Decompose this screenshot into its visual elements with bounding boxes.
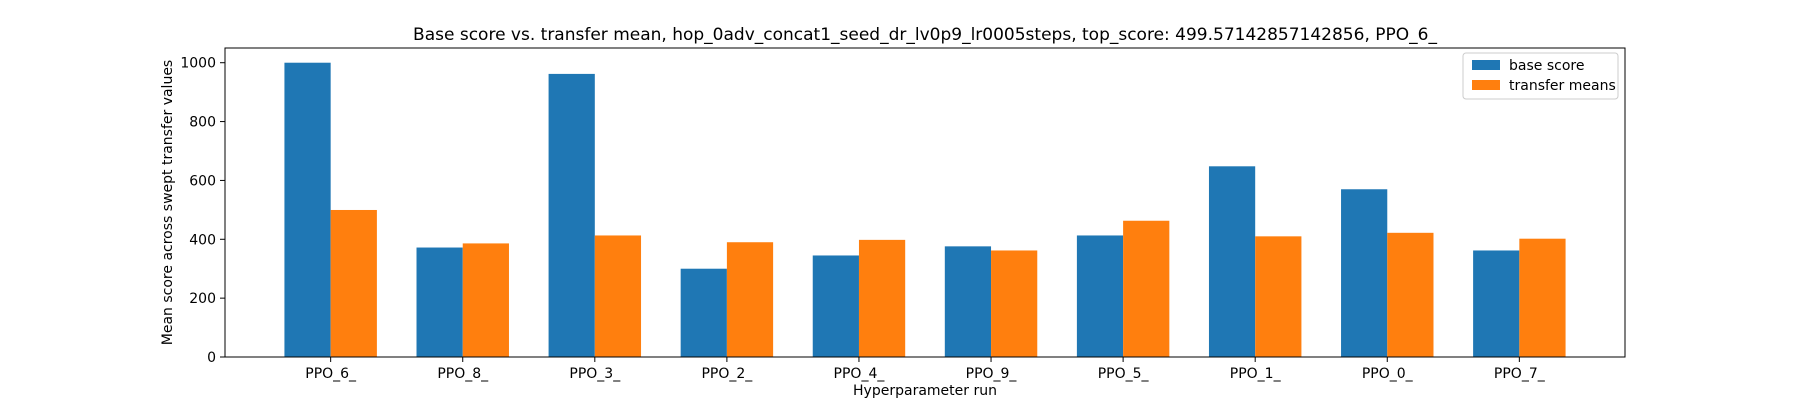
bar-transfer-means-ppo_5 xyxy=(1123,220,1170,357)
legend: base score transfer means xyxy=(1462,52,1619,100)
bar-transfer-means-ppo_4 xyxy=(858,239,906,357)
x-tick-label: PPO_3_ xyxy=(569,366,621,382)
x-tick-label: PPO_6_ xyxy=(305,366,357,382)
bar-base-score-ppo_4 xyxy=(812,255,859,357)
bar-transfer-means-ppo_8 xyxy=(462,243,509,357)
bar-transfer-means-ppo_0 xyxy=(1387,232,1434,357)
plot-area xyxy=(284,62,1566,358)
x-tick-label: PPO_8_ xyxy=(437,366,489,382)
bar-base-score-ppo_8 xyxy=(416,247,463,357)
plot-frame xyxy=(224,47,1626,358)
legend-label-transfer-means: transfer means xyxy=(1509,78,1616,94)
bar-base-score-ppo_5 xyxy=(1076,235,1124,357)
bar-transfer-means-ppo_2 xyxy=(726,242,774,357)
y-tick-label: 0 xyxy=(207,350,216,366)
x-tick-label: PPO_2_ xyxy=(701,366,753,382)
y-tick-label: 1000 xyxy=(180,56,216,72)
y-axis-label: Mean score across swept transfer values xyxy=(160,60,176,345)
y-tick-label: 600 xyxy=(189,173,216,189)
bar-transfer-means-ppo_6 xyxy=(330,209,377,357)
bar-base-score-ppo_1 xyxy=(1208,166,1256,357)
y-axis: 0 200 400 600 800 1000 xyxy=(180,56,225,366)
bar-transfer-means-ppo_1 xyxy=(1255,236,1302,357)
x-tick-label: PPO_4_ xyxy=(834,366,886,382)
legend-box xyxy=(1462,52,1619,100)
y-tick-label: 800 xyxy=(189,115,216,131)
legend-swatch-base-score xyxy=(1472,60,1500,70)
x-tick-label: PPO_0_ xyxy=(1362,366,1414,382)
bar-transfer-means-ppo_9 xyxy=(991,250,1038,357)
chart-title: Base score vs. transfer mean, hop_0adv_c… xyxy=(413,25,1437,45)
x-axis-label: Hyperparameter run xyxy=(853,383,997,399)
bar-transfer-means-ppo_3 xyxy=(594,235,642,357)
bar-base-score-ppo_9 xyxy=(944,246,992,357)
legend-swatch-transfer-means xyxy=(1472,80,1500,90)
bar-base-score-ppo_6 xyxy=(284,62,331,358)
y-tick-label: 200 xyxy=(189,291,216,307)
x-tick-label: PPO_5_ xyxy=(1098,366,1150,382)
bar-base-score-ppo_3 xyxy=(548,73,595,358)
bar-base-score-ppo_2 xyxy=(680,268,727,357)
x-tick-label: PPO_9_ xyxy=(966,366,1018,382)
x-tick-label: PPO_1_ xyxy=(1230,366,1282,382)
x-tick-label: PPO_7_ xyxy=(1494,366,1546,382)
bar-base-score-ppo_0 xyxy=(1341,189,1388,357)
y-tick-label: 400 xyxy=(189,232,216,248)
bar-transfer-means-ppo_7 xyxy=(1519,238,1566,357)
x-axis: PPO_6_ PPO_8_ PPO_3_ PPO_2_ PPO_4_ PPO_9_ PPO_… xyxy=(305,357,1546,382)
bar-base-score-ppo_7 xyxy=(1473,250,1520,357)
legend-label-base-score: base score xyxy=(1509,58,1584,74)
